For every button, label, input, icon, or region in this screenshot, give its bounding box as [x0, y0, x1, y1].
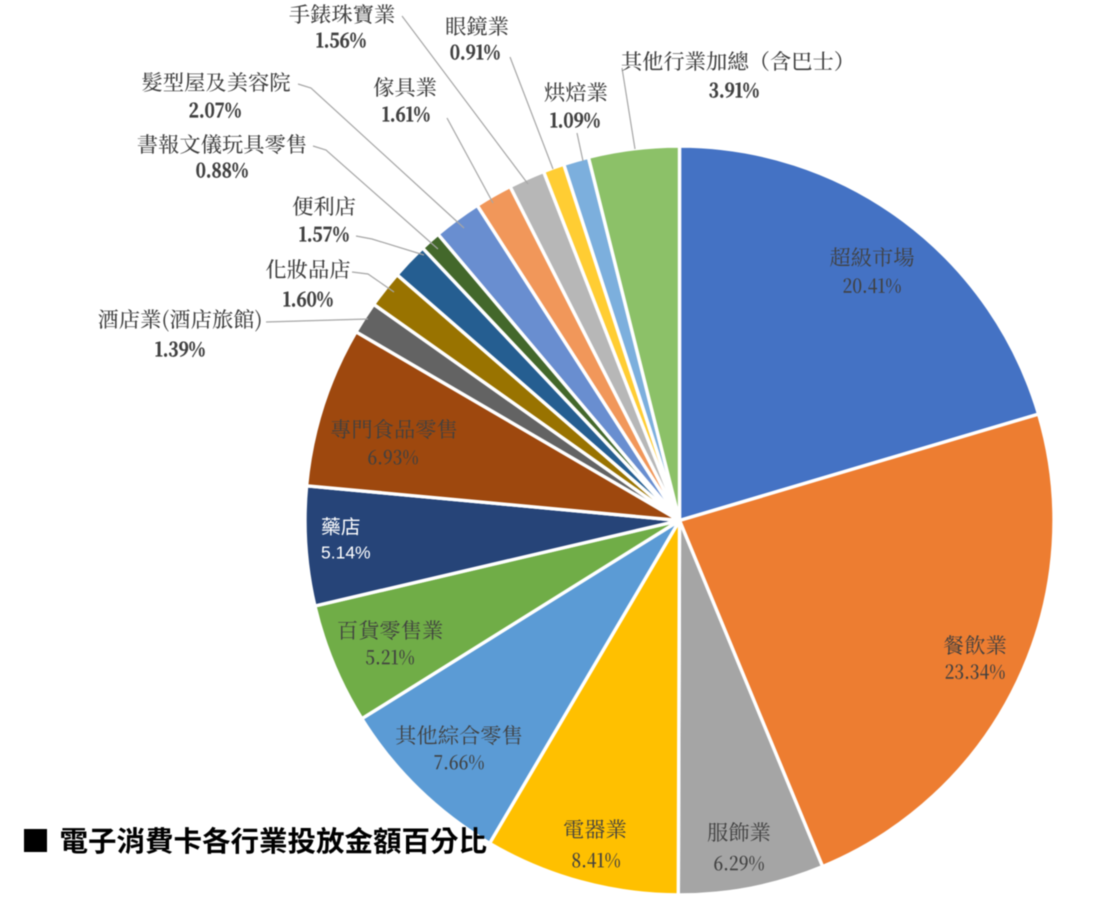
- svg-text:5.14%: 5.14%: [321, 542, 371, 562]
